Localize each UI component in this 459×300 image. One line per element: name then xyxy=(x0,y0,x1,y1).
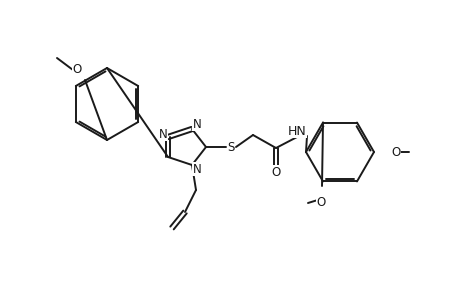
Text: N: N xyxy=(192,118,201,130)
Text: O: O xyxy=(271,166,280,178)
Text: N: N xyxy=(192,163,201,176)
Text: HN: HN xyxy=(287,124,306,137)
Text: O: O xyxy=(316,196,325,209)
Text: S: S xyxy=(227,140,234,154)
Text: O: O xyxy=(391,146,400,158)
Text: O: O xyxy=(72,62,81,76)
Text: N: N xyxy=(158,128,167,140)
